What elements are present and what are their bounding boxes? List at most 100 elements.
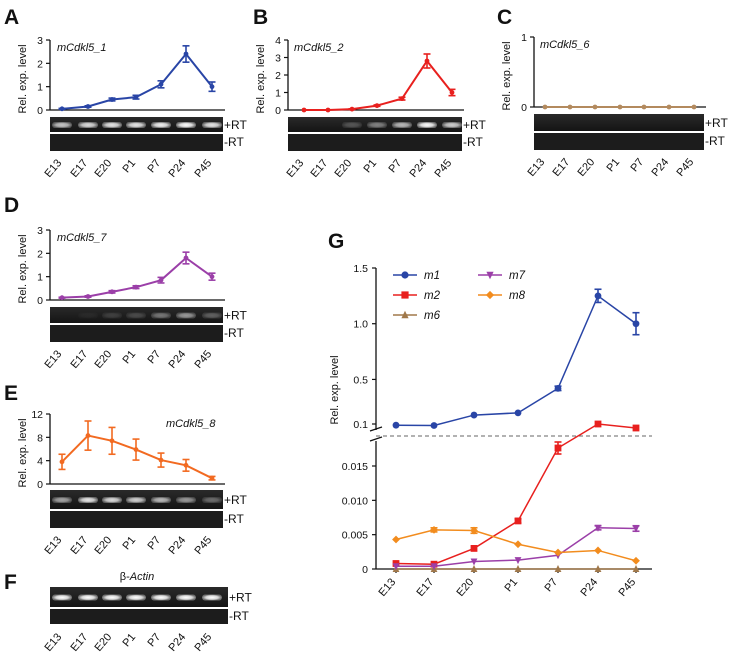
- gel-band: [442, 122, 462, 128]
- x-tick-label: P45: [193, 157, 215, 180]
- data-point: [183, 51, 189, 57]
- y-tick-label: 1: [37, 272, 43, 284]
- x-tick-label: P7: [145, 534, 163, 552]
- y-tick-label: 2: [275, 70, 281, 82]
- data-point: [59, 295, 65, 301]
- x-tick-label: E20: [93, 631, 115, 653]
- data-point: [554, 444, 562, 452]
- x-tick-labels-b: E13 E17 E20 P1 P7 P24 P45: [285, 157, 455, 180]
- data-point: [401, 310, 409, 319]
- data-point: [133, 94, 139, 100]
- panel-title: mCdkl5_7: [57, 232, 107, 244]
- gel-band: [202, 312, 222, 319]
- gel-band: [176, 312, 196, 319]
- data-point: [514, 517, 522, 525]
- data-point: [514, 557, 522, 565]
- data-point: [632, 525, 640, 533]
- x-tick-label: E13: [377, 576, 399, 599]
- gel-band: [202, 122, 222, 128]
- y-tick-label: 0: [37, 479, 43, 491]
- y-tick-label: 8: [37, 432, 43, 444]
- chart-panel-c: 0 1 Rel. exp. level mCdkl5_6: [501, 32, 706, 114]
- legend-item-m8: m8: [478, 290, 526, 302]
- legend-label: m1: [424, 270, 440, 282]
- data-point: [85, 433, 91, 438]
- data-point: [158, 277, 164, 283]
- panel-letter-a: A: [4, 6, 19, 29]
- data-point: [109, 289, 115, 295]
- actin-panel: β-Actin: [120, 571, 154, 583]
- gel-band: [126, 594, 146, 601]
- data-point: [401, 271, 409, 279]
- gel-minus-rt-lane: [50, 609, 228, 624]
- y-tick-label: 2: [37, 58, 43, 70]
- y-tick-label: 0: [521, 102, 527, 114]
- x-tick-label: E17: [551, 156, 573, 179]
- x-tick-label: P45: [193, 348, 215, 371]
- legend-item-m7: m7: [478, 270, 526, 282]
- gel-band: [52, 497, 72, 503]
- y-tick-label: 1: [37, 82, 43, 94]
- y-axis-label: Rel. exp. level: [501, 41, 513, 110]
- legend-label: m6: [424, 310, 441, 322]
- x-tick-label: P45: [193, 631, 215, 653]
- gel-band: [126, 122, 146, 128]
- data-point: [85, 294, 91, 299]
- data-point: [133, 447, 139, 452]
- x-tick-label: P45: [675, 156, 697, 179]
- panel-title: mCdkl5_1: [57, 42, 107, 54]
- x-tick-labels-d: E13 E17 E20 P1 P7 P24 P45: [43, 348, 215, 371]
- data-point: [470, 526, 478, 535]
- gel-label-plus-rt: +RT: [229, 591, 252, 605]
- x-tick-labels-c: E13 E17 E20 P1 P7 P24 P45: [526, 156, 697, 179]
- x-tick-label: P24: [650, 156, 672, 179]
- data-point: [486, 271, 494, 280]
- legend-label: m8: [509, 290, 526, 302]
- x-tick-label: P24: [167, 534, 189, 557]
- data-point: [514, 565, 522, 572]
- data-point: [470, 545, 478, 552]
- x-tick-label: P45: [193, 534, 215, 557]
- data-point: [59, 106, 65, 112]
- x-tick-label: P1: [502, 576, 520, 594]
- data-point: [641, 104, 647, 110]
- y-axis-label: Rel. exp. level: [17, 44, 29, 113]
- gel-band: [78, 122, 98, 128]
- y-tick-label: 0.1: [353, 419, 368, 431]
- gel-label-plus-rt: +RT: [705, 116, 728, 130]
- data-point: [430, 525, 438, 534]
- data-point: [554, 565, 562, 572]
- gel-band: [78, 497, 98, 503]
- x-tick-labels-a: E13 E17 E20 P1 P7 P24 P45: [43, 157, 215, 180]
- gel-label-minus-rt: -RT: [224, 326, 244, 340]
- data-point: [209, 274, 215, 280]
- y-tick-label: 3: [275, 53, 281, 65]
- gel-label-minus-rt: -RT: [224, 512, 244, 526]
- x-tick-label: E17: [69, 157, 91, 180]
- y-tick-label: 0.005: [342, 530, 368, 542]
- data-point: [133, 284, 139, 290]
- actin-title: β-Actin: [120, 571, 154, 583]
- gel-plus-rt-lane: [534, 114, 704, 131]
- data-point: [399, 96, 405, 102]
- x-tick-label: P7: [145, 348, 163, 366]
- gel-image-c: +RT -RT: [534, 114, 728, 150]
- panel-title: mCdkl5_2: [294, 42, 344, 54]
- data-point: [401, 291, 409, 299]
- x-tick-label: E17: [69, 534, 91, 557]
- gel-band: [392, 122, 412, 128]
- data-point: [183, 462, 189, 468]
- gel-band: [417, 122, 437, 128]
- gel-image-a: +RT -RT: [50, 117, 247, 151]
- legend-item-m6: m6: [393, 310, 441, 322]
- chart-panel-d: 0 1 2 3 Rel. exp. level mCdkl5_7: [17, 225, 225, 307]
- x-tick-label: P7: [145, 631, 163, 649]
- x-tick-label: P24: [579, 576, 601, 599]
- data-point: [554, 548, 562, 557]
- legend-item-m1: m1: [393, 270, 440, 282]
- x-tick-label: E13: [526, 156, 548, 179]
- y-tick-label: 0: [37, 105, 43, 117]
- panel-letter-b: B: [253, 6, 268, 29]
- data-point: [209, 84, 215, 90]
